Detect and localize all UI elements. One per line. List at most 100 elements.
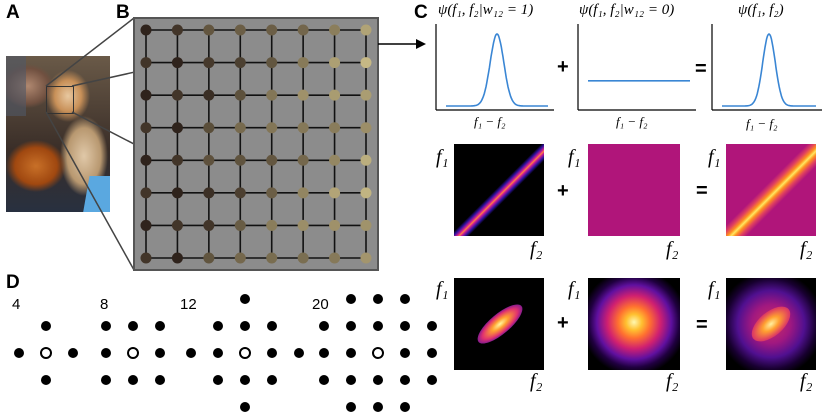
pixel-node [266, 252, 278, 264]
neighbor-pixel [267, 321, 277, 331]
panel-label-a: A [6, 2, 20, 23]
pixel-node [360, 219, 372, 231]
xlabel-r3-3: f₂ [800, 370, 813, 392]
center-pixel [372, 347, 384, 359]
heatmap-elongated [454, 278, 544, 370]
pixel-node [266, 187, 278, 199]
plus-op-row2: + [557, 180, 569, 202]
panel-label-b: B [116, 2, 130, 23]
neighbor-pixel [294, 348, 304, 358]
pixel-node [171, 57, 183, 69]
pixel-node [203, 187, 215, 199]
pixel-node [297, 57, 309, 69]
xlabel-r3-2: f₂ [666, 370, 679, 392]
pixel-node [360, 187, 372, 199]
title-w1: ψ(f₁, f₂|w₁₂ = 1) [438, 2, 534, 18]
pixel-node [203, 219, 215, 231]
heatmap-uniform [588, 144, 680, 236]
pixel-node [234, 89, 246, 101]
neighbor-pixel [128, 375, 138, 385]
neighbor-pixel [346, 375, 356, 385]
pixel-node [234, 154, 246, 166]
pixel-node [140, 57, 152, 69]
neighbor-pixel [240, 375, 250, 385]
plus-op-row3: + [557, 312, 569, 334]
neighbor-pixel [101, 375, 111, 385]
heatmap-radial [588, 278, 680, 370]
neighbor-pixel [213, 321, 223, 331]
pixel-node [171, 219, 183, 231]
series-line [722, 33, 816, 107]
heatmap-radial-combined [726, 278, 816, 370]
count-8: 8 [100, 296, 109, 313]
lineplot-w1 [435, 24, 554, 111]
xlabel-combined: f₁ − f₂ [746, 116, 778, 131]
count-20: 20 [312, 296, 329, 313]
neighbor-pixel [213, 375, 223, 385]
pixel-node [266, 24, 278, 36]
center-pixel [40, 347, 52, 359]
arrow-to-c [378, 39, 426, 49]
neighbor-pixel [373, 294, 383, 304]
ylabel-r2-3: f₁ [708, 146, 721, 168]
count-4: 4 [12, 296, 21, 313]
pixel-grid [133, 17, 379, 271]
equals-op-row1: = [695, 58, 707, 80]
pixel-node [140, 24, 152, 36]
pixel-node [140, 122, 152, 134]
neighbor-pixel [101, 348, 111, 358]
pixel-node [297, 252, 309, 264]
pixel-node [266, 154, 278, 166]
pixel-node [234, 252, 246, 264]
neighbor-pixel [400, 321, 410, 331]
count-12: 12 [180, 296, 197, 313]
neighbor-pixel [267, 375, 277, 385]
pixel-node [297, 122, 309, 134]
pixel-node [203, 154, 215, 166]
neighbor-pixel [319, 321, 329, 331]
pixel-node [360, 57, 372, 69]
neighbor-pixel [41, 321, 51, 331]
pixel-node [171, 89, 183, 101]
pixel-node [234, 24, 246, 36]
ylabel-r3-2: f₁ [568, 278, 581, 300]
pixel-node [329, 24, 341, 36]
pixel-node [329, 252, 341, 264]
pixel-node [203, 89, 215, 101]
pixel-node [329, 89, 341, 101]
pixel-node [140, 89, 152, 101]
pixel-node [329, 187, 341, 199]
neighbor-pixel [400, 402, 410, 412]
neighbor-pixel [128, 321, 138, 331]
heatmap-diagonal-combined [726, 144, 816, 236]
neighbor-pixel [155, 321, 165, 331]
neighbor-pixel [319, 375, 329, 385]
equals-op-row2: = [696, 180, 708, 202]
title-combined: ψ(f₁, f₂) [738, 2, 784, 18]
neighbor-pixel [373, 375, 383, 385]
pixel-node [329, 122, 341, 134]
pixel-node [329, 57, 341, 69]
zoom-region-box [46, 86, 74, 114]
neighbor-pixel [240, 321, 250, 331]
title-w0: ψ(f₁, f₂|w₁₂ = 0) [579, 2, 675, 18]
ylabel-r3-3: f₁ [708, 278, 721, 300]
center-pixel [127, 347, 139, 359]
ylabel-r2-2: f₁ [568, 146, 581, 168]
panel-label-d: D [6, 272, 20, 293]
pixel-node [140, 252, 152, 264]
xlabel-r3-1: f₂ [530, 370, 543, 392]
neighbor-pixel [267, 348, 277, 358]
neighbor-pixel [427, 375, 437, 385]
neighbor-pixel [373, 321, 383, 331]
heatmap-diagonal-narrow [454, 144, 544, 236]
pixel-node [171, 154, 183, 166]
lineplot-w0 [577, 24, 696, 111]
pixel-node [171, 122, 183, 134]
xlabel-w1: f₁ − f₂ [474, 114, 506, 129]
neighbor-pixel [155, 348, 165, 358]
neighbor-pixel [346, 294, 356, 304]
grid-background [133, 17, 379, 271]
pixel-node [360, 154, 372, 166]
neighbor-pixel [213, 348, 223, 358]
